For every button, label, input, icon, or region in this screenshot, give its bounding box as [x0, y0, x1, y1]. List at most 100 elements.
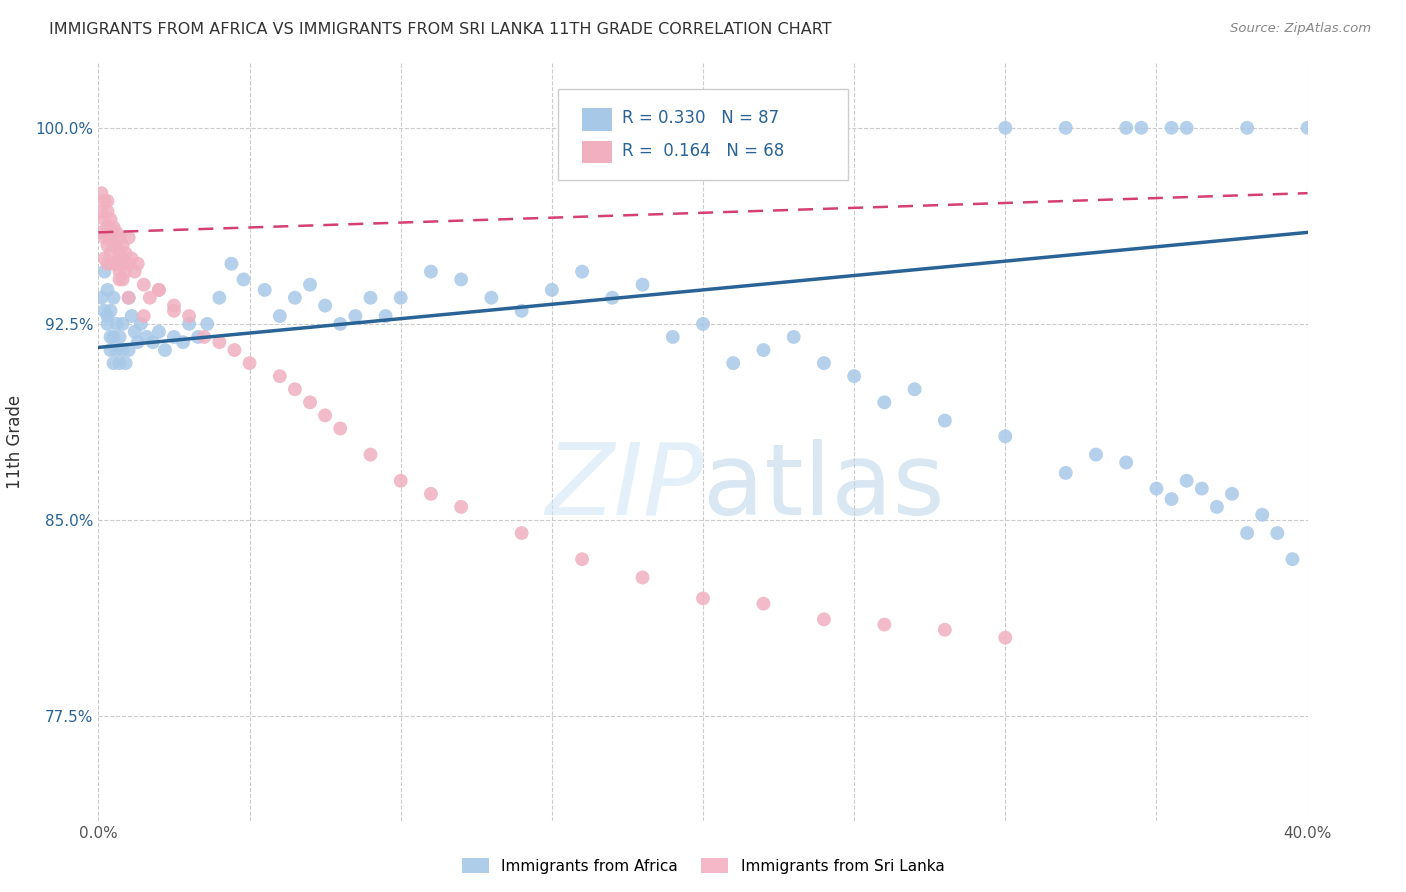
Point	[284, 291, 307, 305]
Point	[90, 291, 112, 305]
Point	[114, 246, 136, 260]
Point	[1220, 487, 1243, 501]
Point	[163, 303, 186, 318]
FancyBboxPatch shape	[582, 141, 613, 163]
Point	[783, 330, 806, 344]
Point	[1251, 508, 1274, 522]
Point	[100, 230, 122, 244]
Point	[108, 330, 131, 344]
Point	[90, 226, 112, 240]
Point	[96, 283, 118, 297]
Point	[510, 303, 533, 318]
Point	[108, 272, 131, 286]
Text: ZIP: ZIP	[544, 439, 703, 535]
Point	[111, 252, 134, 266]
Point	[239, 356, 262, 370]
Point	[510, 526, 533, 541]
Point	[163, 330, 186, 344]
Point	[163, 299, 186, 313]
Point	[132, 309, 155, 323]
Point	[420, 487, 443, 501]
Point	[132, 277, 155, 292]
Point	[224, 343, 246, 357]
Point	[661, 330, 683, 344]
Point	[389, 291, 412, 305]
Point	[100, 212, 122, 227]
Point	[172, 335, 194, 350]
Point	[1296, 120, 1319, 135]
Point	[253, 283, 276, 297]
Point	[148, 283, 170, 297]
Point	[994, 120, 1017, 135]
Point	[114, 356, 136, 370]
Point	[344, 309, 367, 323]
Point	[121, 252, 143, 266]
Point	[90, 204, 112, 219]
Point	[103, 220, 125, 235]
Point	[1115, 120, 1137, 135]
Point	[114, 264, 136, 278]
Point	[360, 291, 382, 305]
Point	[314, 409, 336, 423]
Point	[135, 330, 157, 344]
Point	[139, 291, 162, 305]
Point	[111, 272, 134, 286]
Point	[1054, 466, 1077, 480]
Point	[602, 291, 624, 305]
Point	[142, 335, 165, 350]
Point	[96, 317, 118, 331]
Point	[329, 317, 352, 331]
Point	[103, 291, 125, 305]
Point	[103, 330, 125, 344]
Point	[100, 330, 122, 344]
Point	[934, 623, 956, 637]
Point	[540, 283, 562, 297]
Point	[153, 343, 176, 357]
Point	[1236, 526, 1258, 541]
Point	[1191, 482, 1213, 496]
Point	[100, 343, 122, 357]
Point	[904, 382, 927, 396]
FancyBboxPatch shape	[558, 89, 848, 180]
Point	[1115, 455, 1137, 469]
Point	[374, 309, 396, 323]
Point	[269, 309, 291, 323]
Text: IMMIGRANTS FROM AFRICA VS IMMIGRANTS FROM SRI LANKA 11TH GRADE CORRELATION CHART: IMMIGRANTS FROM AFRICA VS IMMIGRANTS FRO…	[49, 22, 832, 37]
Point	[127, 335, 149, 350]
Point	[450, 272, 472, 286]
Point	[96, 257, 118, 271]
Point	[813, 356, 835, 370]
Point	[96, 194, 118, 208]
Point	[103, 238, 125, 252]
Point	[179, 317, 201, 331]
Point	[118, 343, 141, 357]
Point	[93, 194, 115, 208]
Point	[129, 317, 152, 331]
Point	[103, 356, 125, 370]
Point	[844, 369, 866, 384]
Point	[118, 291, 141, 305]
Text: atlas: atlas	[703, 439, 945, 535]
Point	[100, 246, 122, 260]
Point	[692, 317, 714, 331]
Point	[299, 395, 322, 409]
Point	[631, 570, 654, 584]
Point	[389, 474, 412, 488]
Point	[108, 356, 131, 370]
Point	[90, 186, 112, 201]
Point	[232, 272, 254, 286]
Point	[103, 257, 125, 271]
Point	[103, 238, 125, 252]
Point	[124, 325, 146, 339]
Point	[1236, 120, 1258, 135]
Text: Source: ZipAtlas.com: Source: ZipAtlas.com	[1230, 22, 1371, 36]
Point	[96, 220, 118, 235]
Point	[692, 591, 714, 606]
Point	[360, 448, 382, 462]
Text: R = 0.330   N = 87: R = 0.330 N = 87	[621, 109, 779, 127]
Point	[329, 421, 352, 435]
Point	[1206, 500, 1229, 514]
Point	[571, 552, 593, 566]
Point	[299, 277, 322, 292]
Point	[111, 343, 134, 357]
